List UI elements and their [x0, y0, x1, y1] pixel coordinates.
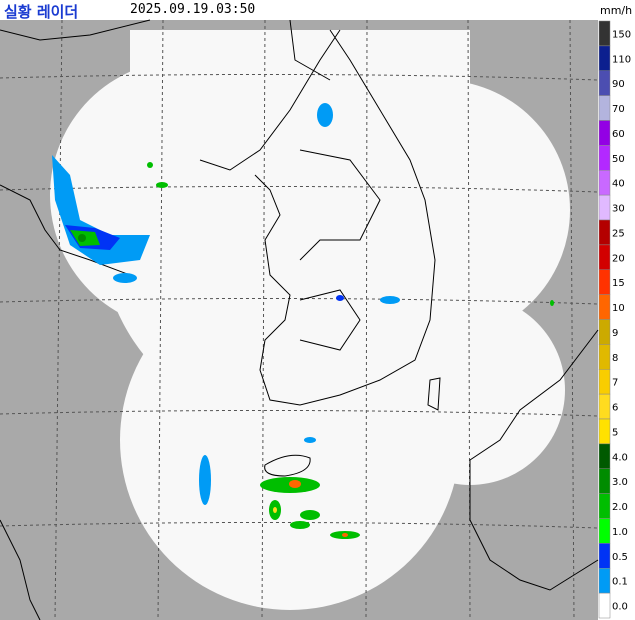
legend-swatch	[598, 120, 611, 146]
legend-label: 7	[612, 378, 618, 389]
coastlines	[0, 19, 599, 620]
legend-label: 6	[612, 403, 618, 414]
legend-swatch	[598, 194, 611, 221]
legend-label: 0.5	[612, 552, 628, 563]
legend-swatch	[598, 20, 611, 47]
legend-label: 0.1	[612, 577, 628, 588]
legend-label: 60	[612, 129, 625, 140]
legend-label: 5	[612, 427, 618, 438]
legend-swatch	[598, 319, 611, 345]
lat-lon-grid	[0, 19, 599, 620]
legend-label: 50	[612, 154, 625, 165]
legend-swatch	[598, 443, 611, 469]
legend-swatch	[598, 45, 611, 71]
legend-swatch	[598, 568, 611, 594]
legend-swatch	[598, 418, 611, 445]
legend-swatch	[598, 219, 611, 246]
legend-label: 70	[612, 104, 625, 115]
legend-swatch	[598, 70, 611, 96]
coverage-area	[50, 30, 570, 610]
legend-label: 4.0	[612, 452, 628, 463]
legend-swatch	[598, 518, 611, 544]
legend-label: 8	[612, 353, 618, 364]
legend-label: 1.0	[612, 527, 628, 538]
legend-swatch	[598, 493, 611, 519]
legend-label: 15	[612, 278, 625, 289]
legend-swatch	[598, 170, 611, 196]
legend-label: 30	[612, 204, 625, 215]
legend-label: 2.0	[612, 502, 628, 513]
unit-label: mm/h	[600, 4, 633, 17]
legend-label: 3.0	[612, 477, 628, 488]
legend-swatch	[598, 269, 611, 295]
legend-swatch	[598, 592, 611, 619]
legend-swatch	[598, 369, 611, 395]
legend-swatch	[598, 95, 611, 121]
legend-label: 9	[612, 328, 618, 339]
legend-label: 150	[612, 29, 631, 40]
legend-label: 110	[612, 54, 631, 65]
legend-swatch	[598, 344, 611, 370]
radar-echoes	[52, 103, 554, 539]
legend-label: 20	[612, 253, 625, 264]
legend-swatch	[598, 543, 611, 569]
legend: 150 110 90 70 60 50 40 30 25 20 15 10 9 8 7 6 5 4.0 3.0 2.0…	[598, 20, 631, 619]
legend-label: 10	[612, 303, 625, 314]
timestamp: 2025.09.19.03:50	[130, 2, 256, 17]
page-title: 실황 레이더	[4, 3, 79, 21]
legend-label: 40	[612, 179, 625, 190]
legend-swatch	[598, 393, 611, 420]
legend-swatch	[598, 145, 611, 171]
legend-label: 90	[612, 79, 625, 90]
legend-label: 0.0	[612, 602, 628, 613]
legend-swatch	[598, 294, 611, 320]
legend-swatch	[598, 244, 611, 270]
legend-swatch	[598, 468, 611, 494]
legend-label: 25	[612, 228, 625, 239]
